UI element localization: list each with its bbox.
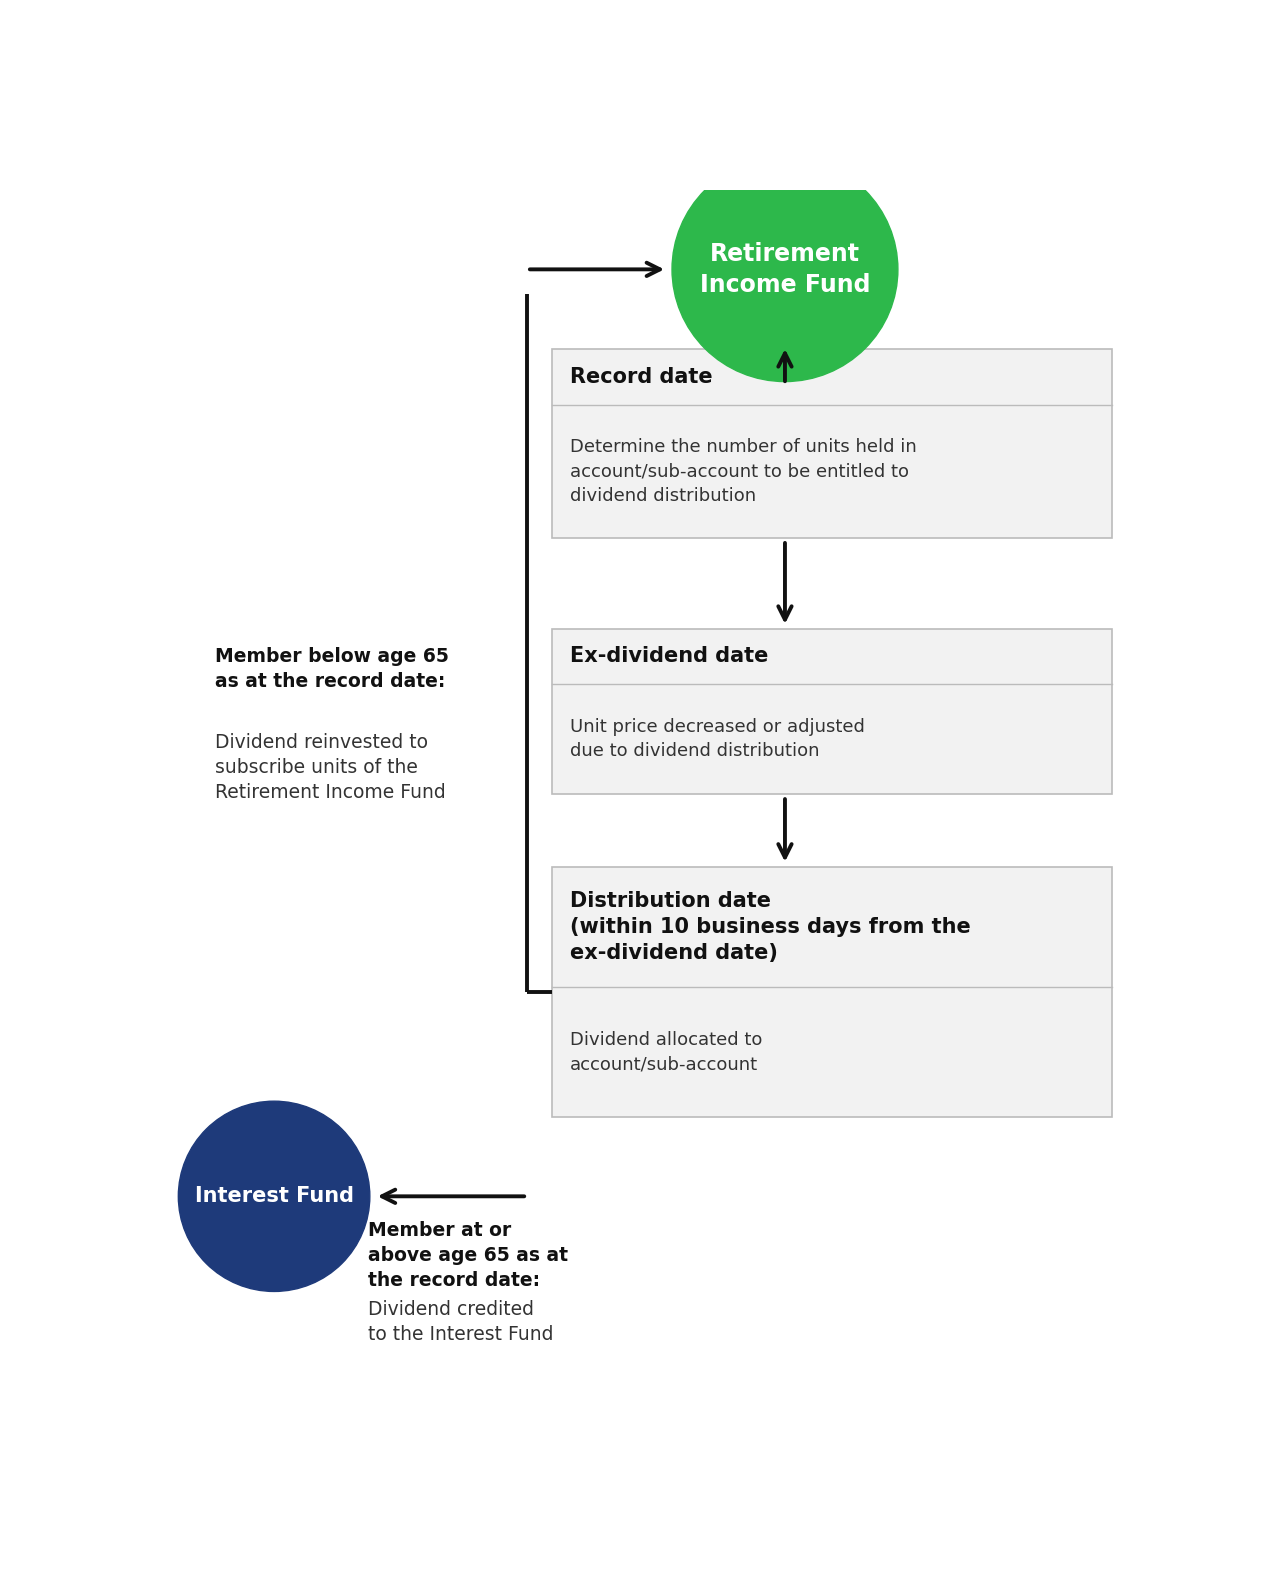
Text: Member at or
above age 65 as at
the record date:: Member at or above age 65 as at the reco… [369, 1221, 568, 1289]
FancyBboxPatch shape [552, 348, 1112, 537]
Ellipse shape [672, 157, 897, 382]
Text: Record date: Record date [570, 367, 713, 386]
Text: Dividend credited
to the Interest Fund: Dividend credited to the Interest Fund [369, 1300, 554, 1343]
FancyBboxPatch shape [552, 866, 1112, 1117]
Text: Retirement
Income Fund: Retirement Income Fund [700, 241, 870, 298]
Text: Dividend allocated to
account/sub-account: Dividend allocated to account/sub-accoun… [570, 1031, 762, 1074]
Text: Dividend reinvested to
subscribe units of the
Retirement Income Fund: Dividend reinvested to subscribe units o… [215, 733, 445, 802]
Text: Determine the number of units held in
account/sub-account to be entitled to
divi: Determine the number of units held in ac… [570, 439, 916, 505]
Text: Interest Fund: Interest Fund [195, 1186, 353, 1207]
FancyBboxPatch shape [552, 629, 1112, 794]
Text: Unit price decreased or adjusted
due to dividend distribution: Unit price decreased or adjusted due to … [570, 718, 864, 760]
Text: Ex-dividend date: Ex-dividend date [570, 646, 768, 667]
Text: Member below age 65
as at the record date:: Member below age 65 as at the record dat… [215, 648, 448, 692]
Ellipse shape [178, 1101, 370, 1291]
Text: Distribution date
(within 10 business days from the
ex-dividend date): Distribution date (within 10 business da… [570, 892, 970, 963]
